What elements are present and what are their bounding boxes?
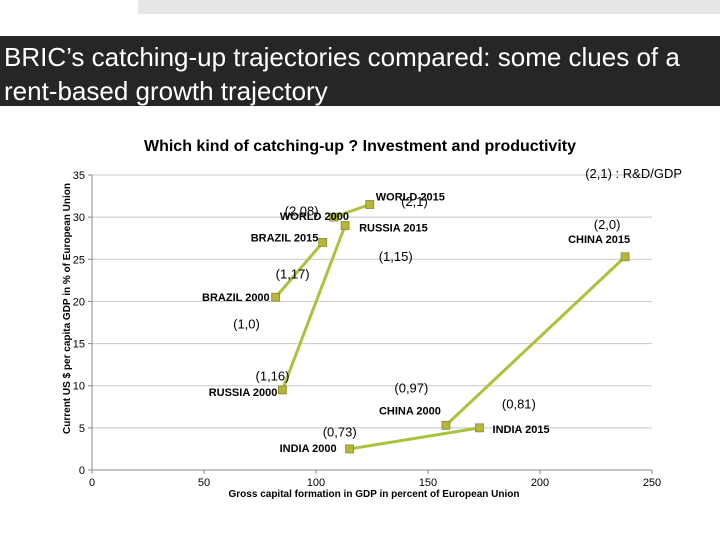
point-label-china-2015: CHINA 2015 — [568, 234, 630, 246]
rd-annotation-0: (2,08) — [285, 203, 319, 218]
x-tick-label-100: 100 — [307, 477, 325, 489]
y-axis-label: Current US $ per capita GDP in % of Euro… — [62, 183, 73, 434]
trajectory-china — [444, 255, 627, 427]
data-points — [271, 200, 630, 454]
trajectory-world — [332, 203, 372, 219]
y-tick-label-10: 10 — [73, 381, 85, 393]
rd-annotation-3: (1,0) — [233, 316, 260, 331]
rd-annotation-6: (1,16) — [256, 369, 290, 384]
rd-annotation-1: (2,1) — [401, 194, 428, 209]
x-tick-label-0: 0 — [89, 477, 95, 489]
point-china-2015 — [620, 252, 630, 262]
point-label-world-2015: WORLD 2015 — [376, 192, 445, 204]
y-tick-label-20: 20 — [73, 296, 85, 308]
point-india-2000 — [345, 444, 355, 454]
point-label-india-2015: INDIA 2015 — [493, 424, 550, 436]
rd-annotation-9: (0,73) — [323, 424, 357, 439]
point-label-china-2000: CHINA 2000 — [379, 405, 441, 417]
point-brazil-2015 — [318, 238, 328, 247]
axes: 0 5 10 15 20 25 30 35 0 50 100 150 200 250 — [73, 170, 661, 489]
title-bar: BRIC’s catching-up trajectories compared… — [0, 36, 720, 106]
point-label-brazil-2000: BRAZIL 2000 — [202, 292, 270, 304]
trajectory-lines — [274, 203, 627, 451]
x-tick-label-150: 150 — [419, 477, 437, 489]
point-russia-2015 — [340, 221, 350, 230]
point-label-russia-2015: RUSSIA 2015 — [359, 223, 428, 235]
rd-annotation-2: (1,17) — [276, 267, 310, 282]
top-strip — [138, 0, 720, 14]
point-china-2000 — [441, 420, 451, 430]
trajectory-russia — [280, 224, 347, 392]
trajectory-brazil — [274, 240, 325, 299]
y-tick-label-0: 0 — [79, 465, 85, 477]
rd-annotation-5: (2,0) — [594, 217, 621, 232]
y-tick-label-30: 30 — [73, 212, 85, 224]
rd-annotation-4: (1,15) — [379, 249, 413, 264]
x-tick-label-250: 250 — [643, 477, 661, 489]
x-axis-label: Gross capital formation in GDP in percen… — [229, 489, 520, 500]
point-label-world-2000: WORLD 2000 — [280, 211, 349, 223]
point-world-2015 — [365, 200, 375, 209]
grid-lines — [92, 174, 652, 429]
point-label-russia-2000: RUSSIA 2000 — [209, 387, 278, 399]
point-world-2000 — [329, 212, 339, 222]
y-tick-label-15: 15 — [73, 339, 85, 351]
x-tick-label-50: 50 — [198, 477, 210, 489]
legend-note: (2,1) : R&D/GDP — [585, 166, 682, 181]
point-russia-2000 — [277, 385, 287, 395]
rd-annotation-7: (0,97) — [394, 380, 428, 395]
trajectory-india — [348, 426, 482, 451]
point-india-2015 — [475, 423, 484, 433]
x-tick-label-200: 200 — [531, 477, 549, 489]
y-tick-label-35: 35 — [73, 170, 85, 182]
y-tick-label-25: 25 — [73, 254, 85, 266]
point-brazil-2000 — [271, 292, 281, 302]
point-label-india-2000: INDIA 2000 — [280, 443, 337, 455]
chart-title: Which kind of catching-up ? Investment a… — [143, 138, 576, 155]
point-label-brazil-2015: BRAZIL 2015 — [251, 232, 319, 244]
labels: WORLD 2000 WORLD 2015 BRAZIL 2000 BRAZIL 20… — [202, 192, 630, 455]
rd-annotation-8: (0,81) — [502, 396, 536, 411]
y-tick-label-5: 5 — [79, 423, 85, 435]
slide-title: BRIC’s catching-up trajectories compared… — [4, 42, 680, 106]
